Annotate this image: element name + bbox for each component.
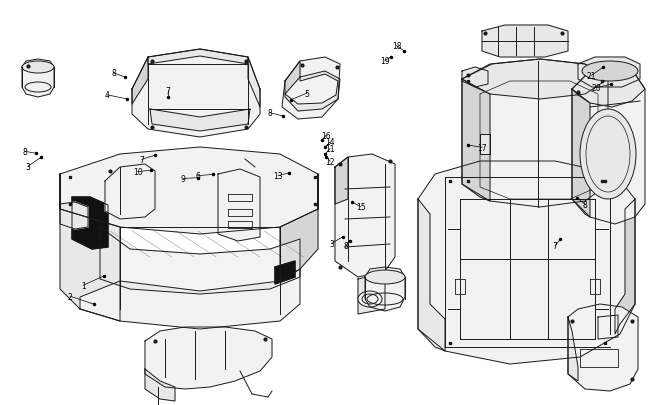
Polygon shape	[60, 175, 120, 321]
Text: 20: 20	[592, 84, 601, 93]
Polygon shape	[280, 175, 318, 281]
Polygon shape	[568, 317, 578, 381]
Polygon shape	[365, 267, 405, 311]
Text: 3: 3	[329, 239, 334, 248]
Text: 8: 8	[267, 109, 272, 118]
Polygon shape	[462, 60, 608, 207]
Text: 7: 7	[165, 87, 170, 96]
Text: 16: 16	[322, 131, 331, 140]
Polygon shape	[60, 202, 88, 230]
Polygon shape	[462, 60, 608, 100]
Text: 7: 7	[552, 242, 558, 251]
Text: 15: 15	[356, 203, 365, 212]
Polygon shape	[572, 90, 590, 217]
Polygon shape	[572, 68, 645, 224]
Polygon shape	[335, 158, 348, 205]
Polygon shape	[105, 164, 155, 220]
Polygon shape	[275, 261, 295, 284]
Text: 8: 8	[111, 69, 116, 78]
Polygon shape	[148, 50, 248, 65]
Polygon shape	[418, 162, 635, 364]
Text: 9: 9	[181, 175, 186, 183]
Text: 18: 18	[392, 42, 401, 51]
Polygon shape	[218, 170, 260, 241]
Polygon shape	[358, 273, 385, 314]
Polygon shape	[615, 200, 635, 334]
Polygon shape	[100, 228, 300, 294]
Text: 5: 5	[304, 90, 309, 98]
Polygon shape	[335, 155, 395, 277]
Polygon shape	[145, 327, 272, 389]
Ellipse shape	[582, 62, 638, 82]
Polygon shape	[72, 198, 108, 249]
Polygon shape	[482, 26, 568, 58]
Text: 11: 11	[326, 145, 335, 153]
Text: 2: 2	[68, 292, 73, 301]
Text: 6: 6	[196, 172, 201, 181]
Text: 13: 13	[274, 172, 283, 181]
Text: 21: 21	[587, 72, 596, 81]
Text: 7: 7	[139, 156, 144, 164]
Text: 1: 1	[81, 281, 86, 290]
Text: 8: 8	[22, 147, 27, 156]
Polygon shape	[150, 110, 250, 132]
Polygon shape	[572, 68, 645, 108]
Polygon shape	[132, 50, 260, 138]
Polygon shape	[285, 72, 340, 112]
Text: 10: 10	[133, 168, 142, 177]
Polygon shape	[60, 148, 318, 234]
Polygon shape	[462, 68, 488, 88]
Polygon shape	[598, 135, 608, 155]
Text: 8: 8	[343, 242, 348, 251]
Text: 17: 17	[478, 143, 487, 152]
Polygon shape	[248, 58, 260, 108]
Polygon shape	[568, 304, 638, 391]
Ellipse shape	[580, 110, 636, 200]
Text: 8: 8	[582, 200, 588, 209]
Polygon shape	[132, 58, 148, 105]
Polygon shape	[462, 80, 490, 202]
Polygon shape	[282, 58, 340, 120]
Polygon shape	[418, 200, 445, 351]
Text: 14: 14	[326, 138, 335, 147]
Polygon shape	[22, 60, 54, 98]
Ellipse shape	[22, 62, 54, 74]
Text: 4: 4	[105, 91, 110, 100]
Polygon shape	[578, 58, 640, 88]
Text: 3: 3	[25, 162, 31, 171]
Polygon shape	[145, 369, 175, 401]
Text: 12: 12	[326, 158, 335, 166]
Ellipse shape	[358, 291, 382, 307]
Polygon shape	[480, 135, 490, 155]
Polygon shape	[285, 62, 300, 95]
Polygon shape	[598, 315, 618, 339]
Ellipse shape	[365, 270, 405, 284]
Text: 19: 19	[380, 57, 389, 66]
Polygon shape	[80, 269, 300, 329]
